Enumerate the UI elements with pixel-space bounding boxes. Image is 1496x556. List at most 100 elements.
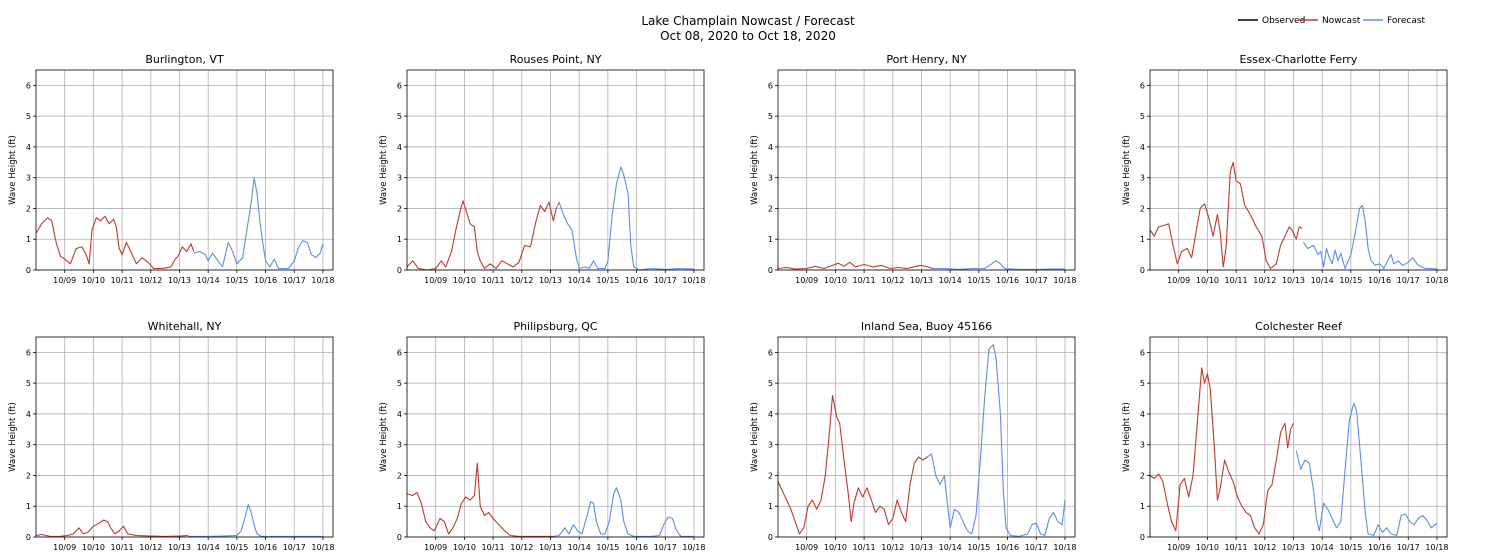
x-tick-label: 10/09: [795, 543, 818, 552]
series-line-nowcast: [35, 215, 195, 270]
x-tick-label: 10/13: [1282, 276, 1305, 285]
legend-label-forecast: Forecast: [1387, 16, 1426, 26]
series-line-forecast: [193, 177, 324, 270]
x-tick-label: 10/18: [1053, 276, 1076, 285]
y-tick-label: 5: [397, 112, 402, 121]
y-tick-label: 6: [397, 348, 402, 357]
y-tick-label: 1: [1140, 502, 1145, 511]
plot-frame: [406, 69, 705, 271]
x-tick-label: 10/16: [996, 276, 1019, 285]
x-tick-label: 10/09: [53, 543, 76, 552]
y-tick-label: 0: [768, 266, 773, 275]
legend-label-nowcast: Nowcast: [1322, 16, 1361, 26]
y-axis-label: Wave Height (ft): [750, 135, 760, 205]
x-tick-label: 10/10: [1196, 543, 1219, 552]
y-tick-label: 6: [1140, 348, 1145, 357]
x-tick-label: 10/11: [482, 276, 505, 285]
y-tick-label: 4: [1140, 410, 1145, 419]
legend-entry-nowcast: Nowcast: [1298, 16, 1361, 26]
panels: Burlington, VT 10/09 10/10 10/11 10/12 10/13 1…: [8, 53, 1448, 552]
plot-frame: [1149, 69, 1448, 271]
y-tick-label: 1: [397, 502, 402, 511]
y-tick-label: 2: [1140, 204, 1145, 213]
y-tick-label: 4: [768, 410, 773, 419]
x-tick-label: 10/12: [1253, 543, 1276, 552]
panel-title: Philipsburg, QC: [513, 320, 597, 333]
gridlines: [1150, 337, 1447, 538]
series-line-nowcast: [35, 519, 189, 537]
x-tick-label: 10/10: [1196, 276, 1219, 285]
panel-burlington-vt: Burlington, VT 10/09 10/10 10/11 10/12 10/13 1…: [8, 53, 334, 285]
plot-frame: [1149, 336, 1448, 538]
y-tick-label: 1: [1140, 235, 1145, 244]
series-line-nowcast: [1149, 161, 1303, 270]
gridlines: [778, 337, 1075, 538]
y-tick-label: 1: [768, 502, 773, 511]
y-tick-label: 0: [397, 266, 402, 275]
x-tick-label: 10/13: [539, 276, 562, 285]
plot-frame: [35, 336, 334, 538]
gridlines: [407, 337, 704, 538]
x-tick-label: 10/14: [939, 276, 962, 285]
legend-label-observed: Observed: [1262, 16, 1305, 26]
x-tick-label: 10/18: [311, 276, 334, 285]
panel-title: Colchester Reef: [1255, 320, 1343, 333]
x-tick-label: 10/16: [625, 276, 648, 285]
figure-title: Lake Champlain Nowcast / Forecast: [641, 14, 855, 28]
y-axis-label: Wave Height (ft): [8, 402, 18, 472]
x-tick-label: 10/10: [824, 276, 847, 285]
y-tick-label: 6: [397, 81, 402, 90]
x-tick-label: 10/09: [424, 276, 447, 285]
y-tick-label: 5: [768, 379, 773, 388]
x-tick-label: 10/17: [1025, 276, 1048, 285]
y-tick-label: 3: [397, 441, 402, 450]
panel-rouses-point-ny: Rouses Point, NY 10/09 10/10 10/11 10/12 10/1…: [379, 53, 705, 285]
x-tick-label: 10/17: [654, 276, 677, 285]
series-line-forecast: [553, 487, 694, 537]
x-tick-label: 10/15: [967, 543, 990, 552]
gridlines: [36, 337, 333, 538]
y-tick-label: 0: [768, 533, 773, 542]
y-tick-label: 2: [397, 204, 402, 213]
y-tick-label: 2: [397, 471, 402, 480]
x-tick-label: 10/15: [596, 276, 619, 285]
y-tick-label: 1: [768, 235, 773, 244]
series-line-nowcast: [1149, 367, 1294, 535]
x-tick-label: 10/14: [568, 276, 591, 285]
y-tick-label: 3: [26, 441, 31, 450]
series-line-forecast: [1295, 402, 1438, 537]
panel-port-henry-ny: Port Henry, NY 10/09 10/10 10/11 10/12 10/13 1…: [750, 53, 1076, 285]
gridlines: [778, 70, 1075, 271]
x-tick-label: 10/15: [967, 276, 990, 285]
x-tick-label: 10/16: [1368, 543, 1391, 552]
x-tick-label: 10/11: [1225, 543, 1248, 552]
x-tick-label: 10/16: [625, 543, 648, 552]
x-tick-label: 10/10: [824, 543, 847, 552]
x-tick-label: 10/12: [881, 276, 904, 285]
legend: Observed Nowcast Forecast: [1238, 16, 1426, 26]
legend-entry-observed: Observed: [1238, 16, 1305, 26]
y-tick-label: 4: [26, 143, 31, 152]
x-tick-label: 10/13: [539, 543, 562, 552]
y-tick-label: 3: [26, 174, 31, 183]
figure-subtitle: Oct 08, 2020 to Oct 18, 2020: [660, 29, 836, 43]
x-tick-label: 10/13: [168, 543, 191, 552]
plot-frame: [777, 69, 1076, 271]
plot-frame: [777, 336, 1076, 538]
x-tick-label: 10/16: [996, 543, 1019, 552]
y-tick-label: 5: [1140, 112, 1145, 121]
x-tick-label: 10/14: [939, 543, 962, 552]
y-tick-label: 6: [26, 81, 31, 90]
x-tick-label: 10/14: [197, 543, 220, 552]
y-tick-label: 6: [26, 348, 31, 357]
y-tick-label: 0: [26, 533, 31, 542]
x-tick-label: 10/17: [654, 543, 677, 552]
y-axis-label: Wave Height (ft): [379, 135, 389, 205]
x-tick-label: 10/14: [568, 543, 591, 552]
x-tick-label: 10/16: [254, 276, 277, 285]
x-tick-label: 10/10: [82, 543, 105, 552]
x-tick-label: 10/10: [453, 276, 476, 285]
series-line-nowcast: [406, 462, 554, 537]
y-tick-label: 2: [26, 204, 31, 213]
